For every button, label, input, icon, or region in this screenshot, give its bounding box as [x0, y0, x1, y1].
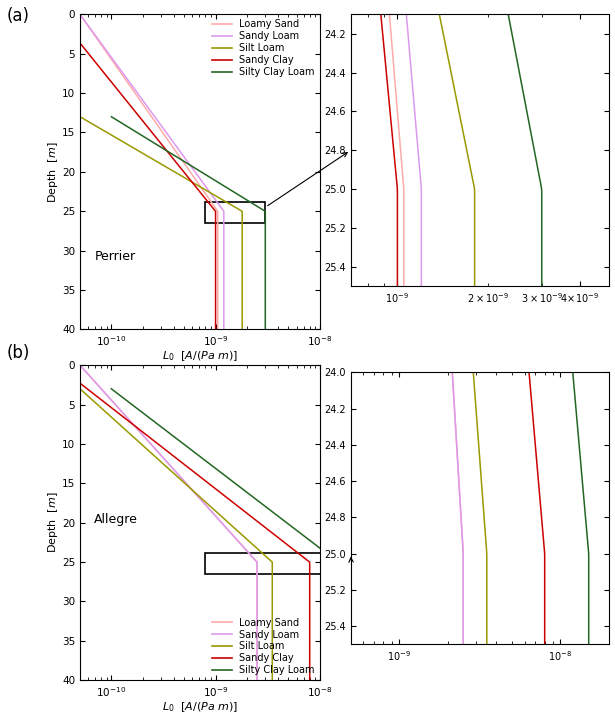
X-axis label: $L_0$  $[A/(Pa\ m)]$: $L_0$ $[A/(Pa\ m)]$ — [162, 700, 238, 714]
Legend: Loamy Sand, Sandy Loam, Silt Loam, Sandy Clay, Silty Clay Loam: Loamy Sand, Sandy Loam, Silt Loam, Sandy… — [212, 19, 315, 77]
Text: (a): (a) — [6, 7, 29, 26]
X-axis label: $L_0$  $[A/(Pa\ m)]$: $L_0$ $[A/(Pa\ m)]$ — [162, 349, 238, 363]
Y-axis label: Depth  $[m]$: Depth $[m]$ — [47, 141, 60, 203]
Text: Perrier: Perrier — [94, 250, 135, 263]
Y-axis label: Depth  $[m]$: Depth $[m]$ — [47, 492, 60, 553]
Legend: Loamy Sand, Sandy Loam, Silt Loam, Sandy Clay, Silty Clay Loam: Loamy Sand, Sandy Loam, Silt Loam, Sandy… — [212, 618, 315, 675]
Bar — [205, 202, 265, 223]
Bar — [205, 553, 351, 574]
Text: (b): (b) — [6, 344, 30, 362]
Text: Allegre: Allegre — [94, 513, 138, 526]
